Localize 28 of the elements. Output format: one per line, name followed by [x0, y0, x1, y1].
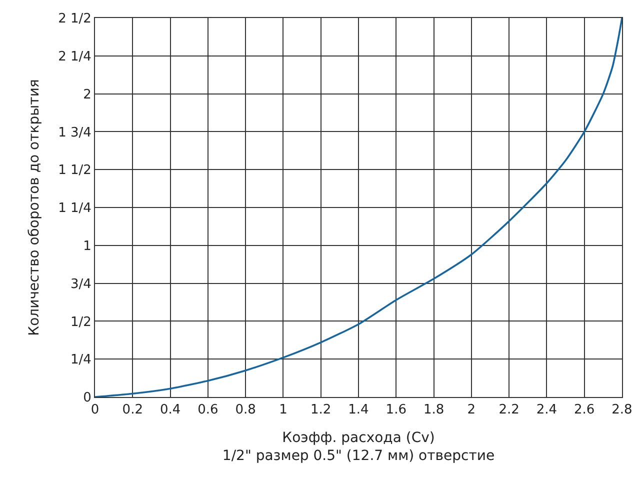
y-tick-label: 0 — [83, 390, 92, 406]
y-axis-title: Количество оборотов до открытия — [26, 79, 43, 336]
x-axis-title: Коэфф. расхода (Cv) 1/2" размер 0.5" (12.7 мм) отверстие — [222, 430, 495, 464]
x-tick-label: 0.4 — [160, 402, 181, 418]
x-tick-label: 0.6 — [198, 402, 218, 418]
x-tick-label: 1 — [279, 402, 288, 418]
x-tick-label: 0.2 — [122, 402, 143, 418]
line-series — [95, 18, 622, 397]
y-tick-label: 2 1/4 — [58, 49, 92, 64]
y-tick-label: 1 1/4 — [58, 201, 92, 216]
y-tick-label: 3/4 — [70, 276, 92, 292]
x-tick-label: 1.6 — [386, 402, 406, 418]
y-tick-label: 2 1/2 — [58, 12, 92, 27]
x-tick-label: 2.6 — [574, 402, 595, 418]
x-tick-label: 2.4 — [536, 402, 558, 418]
x-tick-label: 2 — [467, 402, 476, 418]
y-tick-label: 1/4 — [70, 352, 92, 368]
x-tick-label: 1.2 — [310, 402, 332, 418]
y-tick-label: 1 — [83, 238, 92, 254]
x-tick-label: 2.2 — [498, 402, 520, 418]
y-tick-label: 2 — [83, 87, 92, 102]
x-tick-label: 1.4 — [348, 402, 369, 418]
x-tick-label: 2.8 — [612, 402, 632, 418]
y-tick-label: 1/2 — [70, 314, 92, 330]
x-tick-label: 1.8 — [423, 402, 444, 418]
y-tick-label: 1 1/2 — [58, 163, 92, 178]
x-tick-label: 0.8 — [235, 402, 256, 418]
y-tick-label: 1 3/4 — [58, 125, 92, 140]
